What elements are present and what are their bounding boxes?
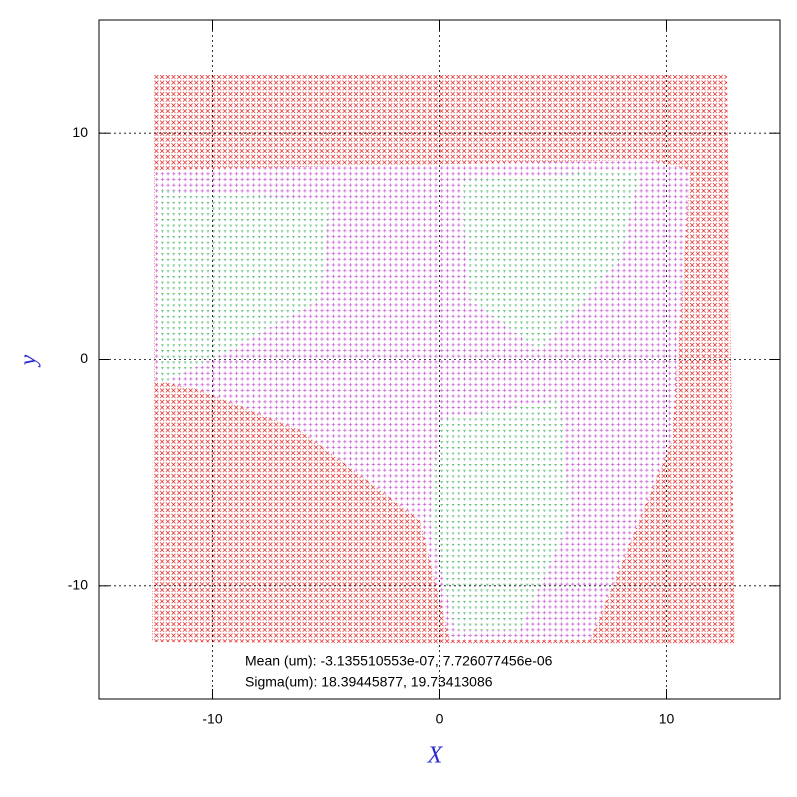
field-green bbox=[460, 170, 640, 350]
y-axis-label: y bbox=[16, 354, 42, 367]
field-green bbox=[158, 190, 330, 385]
x-axis-label: X bbox=[427, 743, 444, 769]
x-tick-label: 0 bbox=[436, 711, 444, 727]
annotation: Sigma(um): 18.39445877, 19.73413086 bbox=[245, 674, 493, 690]
y-tick-label: 0 bbox=[80, 350, 88, 366]
x-tick-label: 10 bbox=[659, 711, 675, 727]
vector-field bbox=[152, 75, 735, 645]
y-tick-label: 10 bbox=[72, 124, 88, 140]
field-green bbox=[430, 400, 570, 630]
x-tick-label: -10 bbox=[202, 711, 222, 727]
y-tick-label: -10 bbox=[68, 577, 88, 593]
annotation: Mean (um): -3.135510553e-07, 7.726077456… bbox=[245, 653, 553, 669]
